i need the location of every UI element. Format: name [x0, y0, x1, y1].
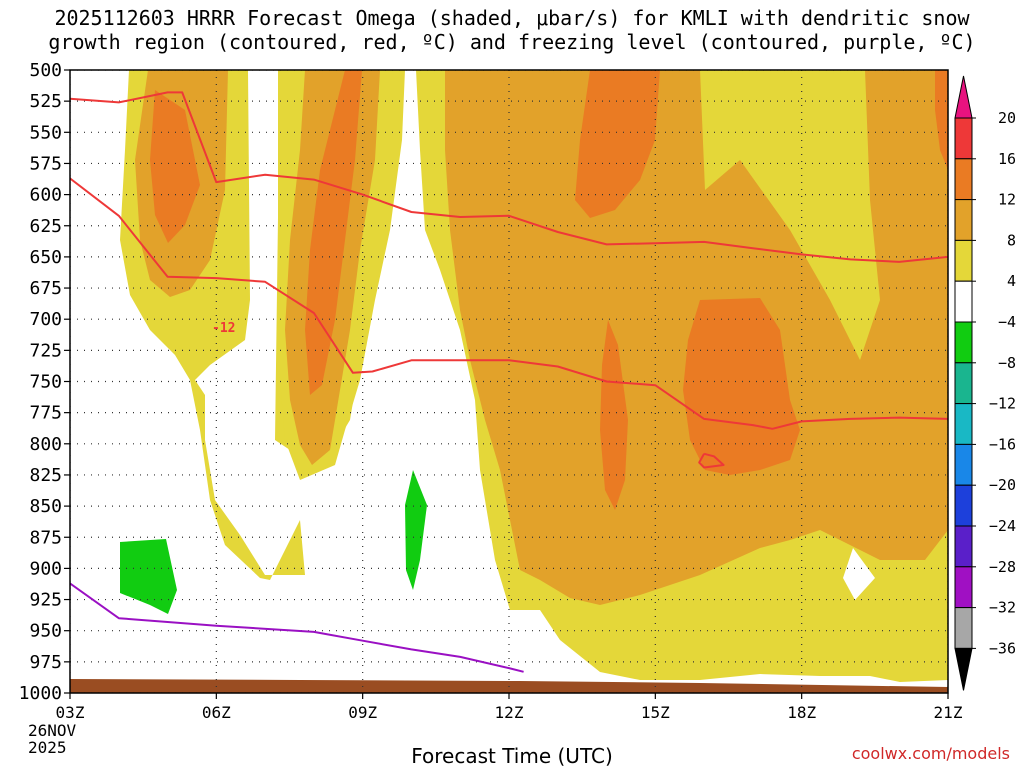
- title-line-2: growth region (contoured, red, ºC) and f…: [48, 30, 976, 54]
- omega-region-neg4-neg8-a: [120, 539, 177, 614]
- x-axis-ticks: 03Z 06Z 09Z 12Z 15Z 18Z 21Z: [56, 693, 963, 722]
- isotherm-label-dgz: -12: [212, 321, 235, 336]
- omega-region-12-16-f: [935, 70, 948, 170]
- y-tick-label: 675: [29, 278, 62, 299]
- colorbar-label: −8: [998, 354, 1016, 372]
- colorbar-segment: [954, 280, 973, 323]
- colorbar-segment: [954, 321, 973, 364]
- colorbar-segment: [954, 158, 973, 201]
- colorbar-label: −36: [989, 639, 1016, 657]
- colorbar-top-triangle: [954, 75, 973, 119]
- omega-region-neg4-neg8-b: [405, 470, 427, 590]
- omega-region-12-16-c: [575, 70, 660, 218]
- dgz-isotherm-cell: [698, 452, 725, 469]
- init-date-day: 26NOV: [28, 721, 77, 740]
- y-tick-label: 875: [29, 527, 62, 548]
- x-tick-label: 21Z: [934, 703, 963, 722]
- colorbar-segment: [954, 403, 973, 445]
- y-tick-label: 950: [29, 621, 62, 642]
- dgz-isotherm-lower: [70, 177, 948, 430]
- colorbar-segment: [954, 362, 973, 405]
- colorbar-label: 20: [998, 109, 1016, 127]
- y-tick-label: 925: [29, 590, 62, 611]
- colorbar-label: −24: [989, 517, 1016, 535]
- colorbar-label: 4: [1007, 272, 1016, 290]
- y-tick-label: 1000: [19, 683, 62, 704]
- omega-fills: [70, 70, 948, 693]
- title-line-1: 2025112603 HRRR Forecast Omega (shaded, …: [54, 6, 970, 30]
- x-tick-label: 15Z: [641, 703, 670, 722]
- omega-region-12-16-a: [150, 90, 200, 243]
- y-tick-label: 800: [29, 434, 62, 455]
- omega-region-12-16-d: [683, 298, 800, 475]
- omega-region-12-16-b: [305, 70, 362, 395]
- y-tick-label: 725: [29, 340, 62, 361]
- omega-colorbar: 20 16 12 8 4 −4 −8 −12 −16 −20 −24 −28 −32 −36: [954, 75, 1016, 691]
- colorbar-label: −28: [989, 558, 1016, 576]
- omega-region-12-16-e: [600, 320, 628, 510]
- colorbar-bottom-triangle: [954, 647, 973, 691]
- y-tick-label: 825: [29, 465, 62, 486]
- y-tick-label: 550: [29, 122, 62, 143]
- colorbar-label: −16: [989, 435, 1016, 453]
- colorbar-label: 16: [998, 150, 1016, 168]
- source-credit: coolwx.com/models: [851, 744, 1010, 763]
- y-tick-label: 750: [29, 372, 62, 393]
- colorbar-segment: [954, 117, 973, 160]
- dgz-isotherm-upper: [70, 91, 948, 263]
- x-tick-label: 12Z: [495, 703, 524, 722]
- y-tick-label: 500: [29, 60, 62, 81]
- y-tick-label: 700: [29, 309, 62, 330]
- y-tick-label: 850: [29, 496, 62, 517]
- init-date-year: 2025: [28, 738, 67, 757]
- colorbar-segment: [954, 566, 973, 609]
- colorbar-label: 8: [1007, 231, 1016, 249]
- init-date: 26NOV 2025: [28, 722, 76, 756]
- colorbar-segment: [954, 607, 973, 649]
- y-tick-label: 775: [29, 403, 62, 424]
- x-axis-label: Forecast Time (UTC): [411, 744, 613, 768]
- colorbar-segment: [954, 239, 973, 282]
- colorbar-label: −32: [989, 599, 1016, 617]
- colorbar-label: −12: [989, 395, 1016, 413]
- contours: [70, 91, 948, 673]
- y-tick-label: 625: [29, 216, 62, 237]
- plot-area: -12: [70, 70, 948, 693]
- y-tick-label: 525: [29, 91, 62, 112]
- y-tick-label: 575: [29, 153, 62, 174]
- colorbar-label: 12: [998, 191, 1016, 209]
- x-tick-label: 18Z: [787, 703, 816, 722]
- omega-region-below-4-hole: [843, 548, 875, 600]
- y-tick-label: 975: [29, 652, 62, 673]
- freezing-level-contour: [70, 582, 524, 673]
- colorbar-label: −4: [998, 313, 1016, 331]
- colorbar-segment: [954, 199, 973, 241]
- y-axis-ticks: 500 525 550 575 600 625 650 675 700 725 750 775 800 8…: [19, 60, 70, 704]
- chart-title: 2025112603 HRRR Forecast Omega (shaded, …: [0, 6, 1024, 54]
- y-tick-label: 600: [29, 185, 62, 206]
- x-tick-label: 03Z: [56, 703, 85, 722]
- x-tick-label: 06Z: [202, 703, 231, 722]
- x-tick-label: 09Z: [348, 703, 377, 722]
- colorbar-label: −20: [989, 476, 1016, 494]
- colorbar-segment: [954, 443, 973, 486]
- y-tick-label: 900: [29, 558, 62, 579]
- y-tick-label: 650: [29, 247, 62, 268]
- colorbar-segment: [954, 525, 973, 568]
- colorbar-segment: [954, 484, 973, 527]
